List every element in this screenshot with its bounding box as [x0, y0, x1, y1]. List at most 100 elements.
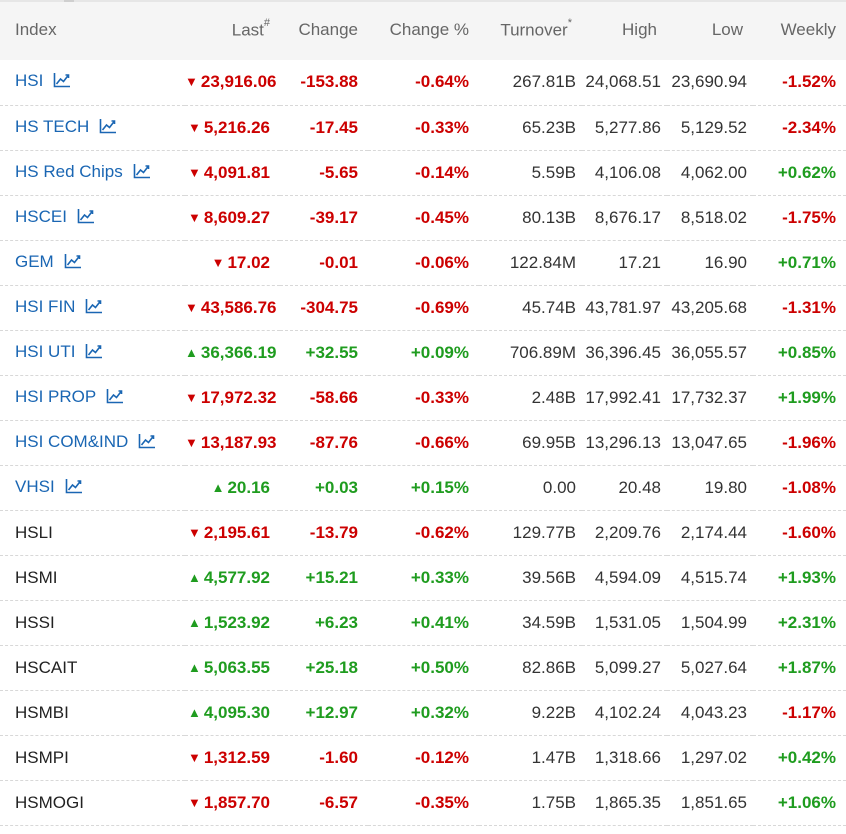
header-last[interactable]: Last# [185, 0, 280, 60]
last-value: 1,857.70 [203, 792, 270, 812]
turnover-value: 1.75B [531, 792, 576, 812]
chart-icon[interactable] [133, 163, 151, 184]
last-cell: ▼ 4,091.81 [185, 150, 280, 195]
weekly-value: -1.75% [782, 207, 836, 227]
table-row: HS TECH ▼ 5,216.26 -17.45 -0.33% 65.23B 5,277.… [0, 105, 846, 150]
chart-icon[interactable] [77, 208, 95, 229]
table-row: GEM ▼ 17.02 -0.01 -0.06% 122.84M 17.21 16.90 +0.… [0, 240, 846, 285]
triangle-up-icon: ▲ [187, 569, 201, 585]
weekly-value: -2.34% [782, 117, 836, 137]
table-row: HSI COM&IND ▼ 13,187.93 -87.76 -0.66% 69.95B 1… [0, 420, 846, 465]
last-cell: ▲ 4,577.92 [185, 555, 280, 600]
last-value: 5,216.26 [203, 117, 270, 137]
scroll-indicator [64, 0, 74, 2]
header-change[interactable]: Change [280, 0, 368, 60]
index-link[interactable]: HSI UTI [15, 341, 76, 361]
triangle-down-icon: ▼ [185, 434, 198, 450]
last-cell: ▼ 43,586.76 [185, 285, 280, 330]
triangle-down-icon: ▼ [187, 119, 201, 135]
last-value: 17,972.32 [200, 387, 277, 407]
index-link[interactable]: GEM [15, 251, 54, 271]
change-pct-value: +0.33% [410, 567, 469, 587]
weekly-value: -1.08% [782, 477, 836, 497]
change-value: +25.18 [305, 657, 358, 677]
weekly-value: -1.17% [782, 702, 836, 722]
high-value: 8,676.17 [594, 207, 661, 227]
last-cell: ▼ 23,916.06 [185, 60, 280, 105]
table-row: HSI PROP ▼ 17,972.32 -58.66 -0.33% 2.48B 17,99… [0, 375, 846, 420]
change-value: -5.65 [319, 162, 358, 182]
last-value: 36,366.19 [200, 342, 277, 362]
high-value: 36,396.45 [585, 342, 661, 362]
header-low[interactable]: Low [667, 0, 753, 60]
change-value: -153.88 [300, 72, 358, 92]
change-value: +6.23 [314, 612, 358, 632]
turnover-value: 65.23B [522, 117, 576, 137]
last-cell: ▼ 5,216.26 [185, 105, 280, 150]
low-value: 5,027.64 [680, 657, 747, 677]
high-value: 24,068.51 [585, 72, 661, 92]
change-value: -58.66 [309, 387, 358, 407]
header-high[interactable]: High [582, 0, 667, 60]
change-pct-value: -0.69% [415, 297, 469, 317]
triangle-up-icon: ▲ [187, 704, 201, 720]
triangle-down-icon: ▼ [187, 209, 201, 225]
triangle-up-icon: ▲ [187, 659, 201, 675]
high-value: 4,102.24 [594, 702, 661, 722]
index-name: HSCAIT [15, 657, 78, 677]
weekly-value: +1.87% [777, 657, 836, 677]
chart-icon[interactable] [65, 478, 83, 499]
chart-icon[interactable] [99, 118, 117, 139]
change-value: +12.97 [305, 702, 358, 722]
index-link[interactable]: HSI [15, 71, 44, 91]
chart-icon[interactable] [64, 253, 82, 274]
turnover-value: 267.81B [512, 72, 576, 92]
index-link[interactable]: HSI PROP [15, 386, 97, 406]
high-value: 17,992.41 [585, 387, 661, 407]
index-link[interactable]: VHSI [15, 476, 55, 496]
high-value: 4,594.09 [594, 567, 661, 587]
turnover-value: 122.84M [509, 252, 576, 272]
last-value: 5,063.55 [203, 657, 270, 677]
change-pct-value: -0.14% [415, 162, 469, 182]
index-name: HSSI [15, 612, 55, 632]
weekly-value: -1.96% [782, 432, 836, 452]
header-index[interactable]: Index [0, 0, 185, 60]
index-link[interactable]: HS Red Chips [15, 161, 123, 181]
index-link[interactable]: HSCEI [15, 206, 67, 226]
chart-icon[interactable] [138, 433, 156, 454]
low-value: 4,515.74 [680, 567, 747, 587]
weekly-value: +2.31% [777, 612, 836, 632]
chart-icon[interactable] [85, 343, 103, 364]
index-name: HSLI [15, 522, 53, 542]
change-pct-value: -0.62% [415, 522, 469, 542]
table-row: HSSI ▲ 1,523.92 +6.23 +0.41% 34.59B 1,531.05 1,… [0, 600, 846, 645]
weekly-value: +0.42% [777, 747, 836, 767]
high-value: 1,318.66 [594, 747, 661, 767]
triangle-down-icon: ▼ [187, 749, 201, 765]
last-value: 2,195.61 [203, 522, 270, 542]
change-pct-value: -0.12% [415, 747, 469, 767]
low-value: 2,174.44 [680, 522, 747, 542]
weekly-value: -1.60% [782, 522, 836, 542]
index-link[interactable]: HSI FIN [15, 296, 76, 316]
turnover-value: 9.22B [531, 702, 576, 722]
chart-icon[interactable] [85, 298, 103, 319]
last-value: 4,091.81 [203, 162, 270, 182]
high-value: 43,781.97 [585, 297, 661, 317]
index-link[interactable]: HS TECH [15, 116, 90, 136]
header-turnover[interactable]: Turnover* [479, 0, 582, 60]
high-value: 4,106.08 [594, 162, 661, 182]
index-link[interactable]: HSI COM&IND [15, 431, 129, 451]
triangle-down-icon: ▼ [185, 299, 198, 315]
triangle-up-icon: ▲ [211, 479, 225, 495]
high-value: 5,277.86 [594, 117, 661, 137]
chart-icon[interactable] [53, 72, 71, 93]
chart-icon[interactable] [106, 388, 124, 409]
index-name-cell: HS TECH [0, 105, 185, 150]
low-value: 36,055.57 [671, 342, 747, 362]
header-weekly[interactable]: Weekly [753, 0, 846, 60]
header-change-pct[interactable]: Change % [368, 0, 479, 60]
table-row: HSCEI ▼ 8,609.27 -39.17 -0.45% 80.13B 8,676.17… [0, 195, 846, 240]
